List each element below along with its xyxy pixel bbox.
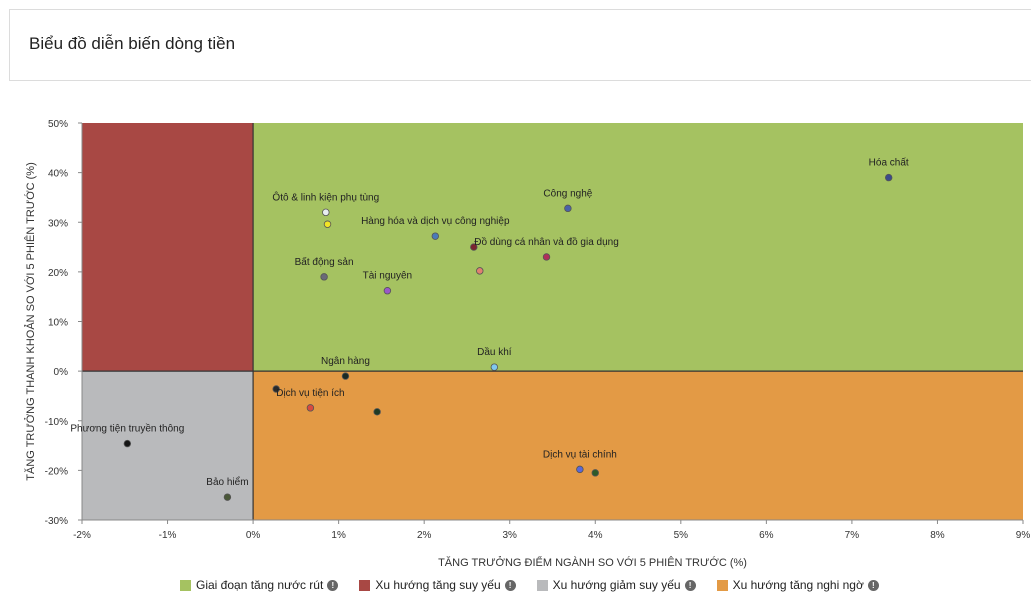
- data-point: [490, 363, 499, 371]
- chart-legend: Giai đoạn tăng nước rút ! Xu hướng tăng …: [180, 578, 900, 592]
- data-point: [272, 385, 280, 393]
- y-tick-label: 10%: [48, 318, 68, 329]
- legend-label: Giai đoạn tăng nước rút: [196, 578, 324, 592]
- info-icon[interactable]: !: [504, 579, 516, 591]
- data-point-label: Công nghệ: [543, 188, 592, 199]
- info-icon[interactable]: !: [327, 579, 339, 591]
- data-point: [322, 208, 330, 217]
- data-point: [431, 232, 440, 240]
- legend-swatch: [180, 579, 191, 591]
- x-tick-label: 3%: [503, 530, 518, 541]
- page-title: Biểu đồ diễn biến dòng tiền: [29, 34, 236, 53]
- data-point: [123, 439, 132, 448]
- x-tick-label: 1%: [331, 530, 346, 541]
- data-point-label: Tài nguyên: [363, 271, 412, 282]
- data-point: [383, 287, 392, 295]
- y-tick-label: -20%: [45, 466, 68, 477]
- data-point: [223, 493, 232, 501]
- data-point: [323, 220, 332, 228]
- x-tick-label: 8%: [930, 530, 945, 541]
- data-point: [476, 267, 484, 275]
- data-point: [564, 204, 572, 213]
- data-point-label: Dịch vụ tài chính: [543, 449, 617, 460]
- data-point-label: Hàng hóa và dịch vụ công nghiệp: [361, 216, 510, 227]
- legend-item-2[interactable]: Xu hướng giảm suy yếu !: [536, 578, 696, 592]
- legend-label: Xu hướng tăng nghi ngờ: [732, 578, 864, 592]
- y-tick-label: 40%: [48, 169, 68, 180]
- data-point: [320, 273, 328, 281]
- legend-swatch: [716, 579, 728, 591]
- legend-item-3[interactable]: Xu hướng tăng nghi ngờ !: [716, 578, 879, 592]
- x-tick-label: 0%: [246, 530, 261, 541]
- data-point: [884, 173, 893, 182]
- data-point: [306, 404, 315, 412]
- data-point-label: Ôtô & linh kiện phụ tùng: [272, 190, 379, 203]
- data-point-label: Hóa chất: [869, 157, 909, 169]
- legend-item-0[interactable]: Giai đoạn tăng nước rút !: [180, 578, 339, 592]
- y-tick-label: -10%: [45, 417, 68, 428]
- y-tick-label: 20%: [48, 268, 68, 279]
- chart-card-header: Biểu đồ diễn biến dòng tiền: [9, 9, 1031, 81]
- data-point: [576, 465, 584, 474]
- x-tick-label: 9%: [1016, 530, 1031, 541]
- x-tick-label: -1%: [159, 530, 177, 541]
- quadrant-weakening-uptrend: [82, 123, 254, 372]
- data-point-label: Bất động sản: [295, 256, 354, 268]
- quadrant-doubtful-uptrend: [253, 371, 1023, 520]
- data-point: [470, 243, 478, 251]
- info-icon[interactable]: !: [867, 579, 879, 591]
- y-tick-label: 0%: [54, 367, 69, 378]
- legend-label: Xu hướng tăng suy yếu: [375, 578, 501, 592]
- y-tick-label: 50%: [48, 119, 68, 130]
- legend-swatch: [359, 579, 371, 591]
- x-tick-label: 6%: [759, 530, 774, 541]
- y-axis-title: TĂNG TRƯỞNG THANH KHOẢN SO VỚI 5 PHIÊN T…: [24, 162, 37, 480]
- x-tick-label: 2%: [417, 530, 432, 541]
- data-point-label: Đồ dùng cá nhân và đồ gia dụng: [474, 236, 619, 248]
- legend-label: Xu hướng giảm suy yếu: [552, 578, 681, 592]
- legend-item-1[interactable]: Xu hướng tăng suy yếu !: [359, 578, 516, 592]
- x-tick-label: 4%: [588, 530, 603, 541]
- data-point-label: Dịch vụ tiện ích: [276, 388, 344, 399]
- data-point-label: Phương tiện truyền thông: [70, 423, 184, 435]
- legend-swatch: [536, 579, 548, 591]
- x-tick-label: 5%: [674, 530, 689, 541]
- x-tick-label: 7%: [845, 530, 860, 541]
- y-tick-label: -30%: [45, 516, 68, 527]
- data-point-label: Ngân hàng: [321, 356, 370, 367]
- data-point-label: Dầu khí: [477, 346, 512, 358]
- data-point-label: Bảo hiểm: [206, 476, 248, 488]
- data-point: [373, 408, 381, 416]
- x-tick-label: -2%: [73, 530, 91, 541]
- data-point: [542, 253, 551, 261]
- data-point: [341, 372, 350, 380]
- quadrant-accelerating: [253, 123, 1023, 372]
- y-tick-label: 30%: [48, 218, 68, 229]
- data-point: [591, 469, 599, 477]
- info-icon[interactable]: !: [684, 579, 696, 591]
- x-axis-title: TĂNG TRƯỞNG ĐIỂM NGÀNH SO VỚI 5 PHIÊN TR…: [438, 556, 747, 569]
